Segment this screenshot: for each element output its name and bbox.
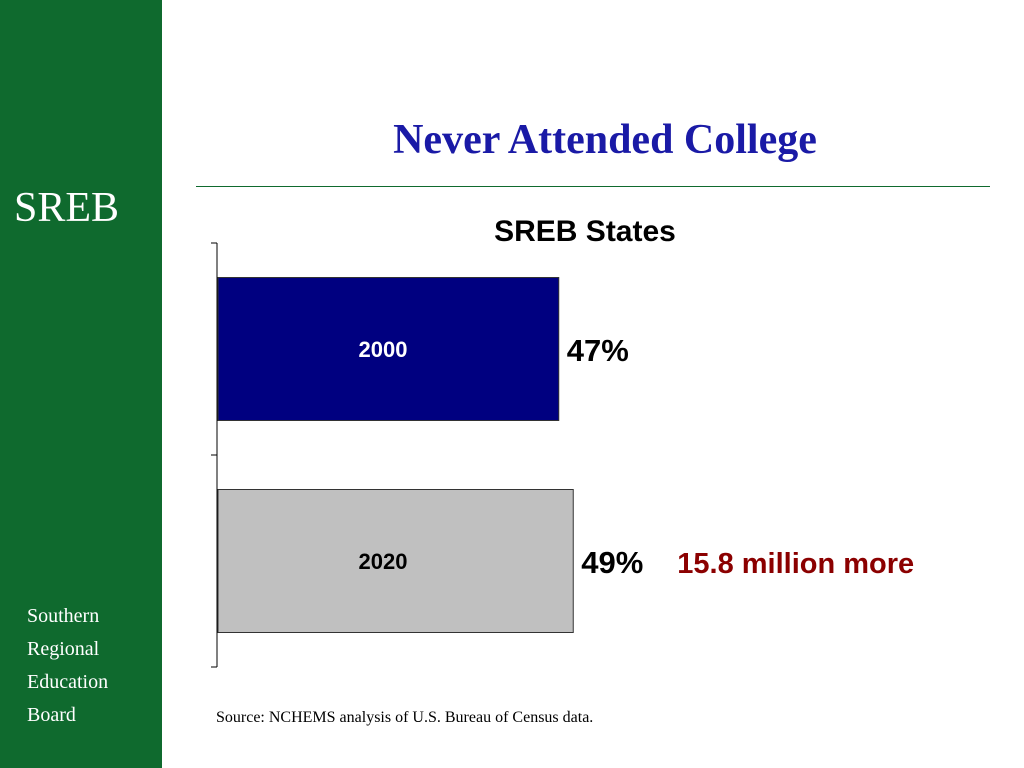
org-name: Southern Regional Education Board xyxy=(27,600,108,732)
org-name-line: Regional xyxy=(27,638,100,660)
bar-2000 xyxy=(217,277,560,421)
source-note: Source: NCHEMS analysis of U.S. Bureau o… xyxy=(216,709,594,726)
slide-title: Never Attended College xyxy=(393,117,817,163)
org-abbreviation: SREB xyxy=(14,185,120,231)
org-name-line: Education xyxy=(27,671,109,693)
sidebar: SREB Southern Regional Education Board xyxy=(0,0,162,768)
bar-2020 xyxy=(217,489,574,633)
category-label: 2020 xyxy=(359,549,408,574)
data-label: 47% xyxy=(567,333,629,368)
chart-title: SREB States xyxy=(494,215,676,248)
annotation: 15.8 million more xyxy=(677,548,914,580)
org-name-line: Board xyxy=(27,704,76,726)
title-divider xyxy=(196,186,990,187)
org-name-line: Southern xyxy=(27,605,100,627)
data-label: 49% xyxy=(581,545,643,580)
category-label: 2000 xyxy=(359,337,408,362)
